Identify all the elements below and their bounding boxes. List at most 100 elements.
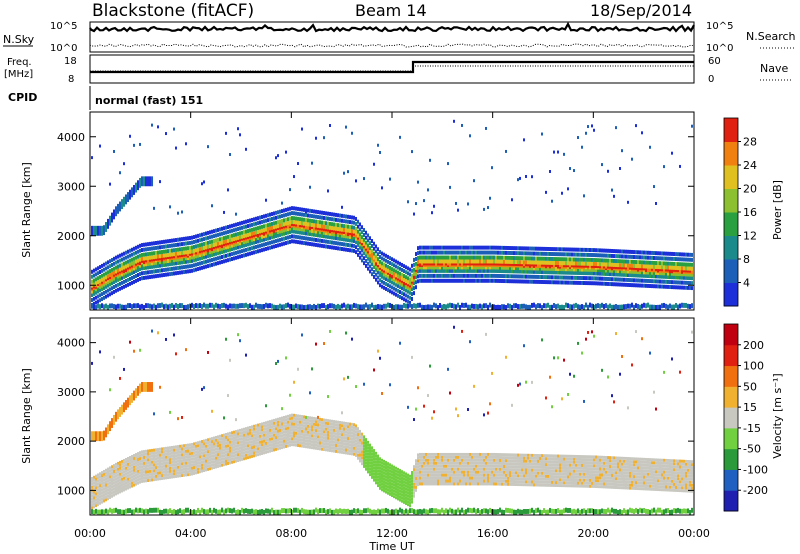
power-cell	[521, 269, 523, 274]
velocity-cell	[223, 457, 225, 461]
power-cell	[597, 253, 599, 258]
power-cell	[583, 267, 585, 272]
power-cell	[563, 261, 565, 266]
velocity-cell	[183, 444, 185, 448]
velocity-cell	[149, 463, 151, 467]
power-cell	[351, 304, 353, 310]
power-cell	[237, 235, 239, 240]
velocity-cell	[91, 476, 93, 480]
velocity-cell	[257, 435, 259, 439]
power-cell	[343, 233, 345, 238]
power-cell	[493, 268, 495, 273]
velocity-cell	[143, 509, 145, 515]
velocity-cell	[113, 414, 115, 425]
power-cell	[455, 245, 457, 250]
velocity-cell	[131, 455, 133, 459]
velocity-cell	[177, 453, 179, 457]
velocity-cell	[307, 430, 309, 434]
power-cell	[495, 268, 497, 273]
velocity-cell	[211, 466, 213, 470]
power-cell	[201, 255, 203, 260]
velocity-cell	[181, 459, 183, 463]
velocity-cell	[127, 471, 129, 475]
power-cell	[537, 266, 539, 271]
power-cell	[185, 250, 187, 255]
power-cell	[371, 267, 373, 272]
velocity-cell	[129, 461, 131, 465]
power-cell	[279, 242, 281, 247]
velocity-cell	[199, 509, 201, 515]
power-cell	[511, 251, 513, 256]
velocity-cell	[123, 476, 125, 480]
power-cell	[543, 262, 545, 267]
power-cell	[509, 274, 511, 279]
power-cell	[99, 284, 101, 289]
power-cell	[451, 268, 453, 273]
power-cell	[435, 278, 437, 283]
velocity-cell	[97, 509, 99, 515]
velocity-cell	[171, 454, 173, 458]
velocity-cell	[169, 449, 171, 453]
velocity-cell	[115, 480, 117, 484]
velocity-cell	[127, 459, 129, 463]
power-cell	[385, 277, 387, 282]
velocity-cell	[179, 453, 181, 457]
power-cell	[441, 265, 443, 270]
power-cell	[489, 255, 491, 260]
power-cell	[327, 216, 329, 221]
velocity-cell	[229, 358, 231, 362]
power-cell	[341, 303, 343, 309]
power-cell	[181, 251, 183, 255]
velocity-cell	[165, 464, 167, 468]
velocity-cell	[289, 429, 291, 432]
noise-tick-left-top: 10^5	[50, 21, 77, 32]
velocity-cell	[205, 468, 207, 472]
power-cell	[521, 260, 523, 265]
power-cell	[597, 281, 599, 286]
power-cell	[283, 222, 285, 227]
velocity-cell	[213, 439, 215, 443]
power-cell	[187, 256, 189, 261]
velocity-cell	[225, 435, 227, 439]
power-cell	[135, 182, 137, 193]
power-cell	[485, 250, 487, 255]
velocity-cell	[269, 434, 271, 438]
power-cell	[563, 247, 565, 252]
velocity-cell	[143, 461, 145, 465]
power-cell	[195, 234, 197, 239]
power-cell	[257, 235, 259, 240]
velocity-cell	[159, 462, 161, 466]
power-cell	[307, 231, 309, 236]
power-cell	[293, 229, 295, 234]
velocity-cell	[323, 342, 325, 346]
velocity-cell	[315, 420, 317, 424]
power-cell	[359, 222, 361, 227]
power-cell	[661, 251, 663, 256]
power-cell	[219, 232, 221, 237]
power-cell	[667, 284, 669, 289]
power-cell	[143, 266, 145, 271]
power-cell	[391, 257, 393, 262]
power-cell	[289, 188, 291, 192]
power-cell	[501, 274, 503, 279]
power-cell	[497, 245, 499, 250]
power-cell	[651, 250, 653, 255]
power-cell	[107, 280, 109, 285]
power-cell	[159, 260, 161, 265]
power-cell	[383, 272, 385, 277]
velocity-cell	[211, 463, 213, 467]
power-cell	[291, 220, 293, 224]
power-cell	[645, 283, 647, 288]
velocity-cell	[195, 471, 197, 475]
power-cell	[147, 261, 149, 266]
power-cell	[441, 278, 443, 283]
power-cell	[353, 302, 355, 308]
velocity-cell	[177, 459, 179, 463]
power-cell	[177, 270, 179, 275]
power-cell	[489, 265, 491, 270]
velocity-cell	[173, 460, 175, 464]
power-cell	[675, 267, 677, 272]
power-cell	[369, 259, 371, 264]
velocity-cell	[129, 476, 131, 480]
power-cell	[297, 162, 299, 166]
